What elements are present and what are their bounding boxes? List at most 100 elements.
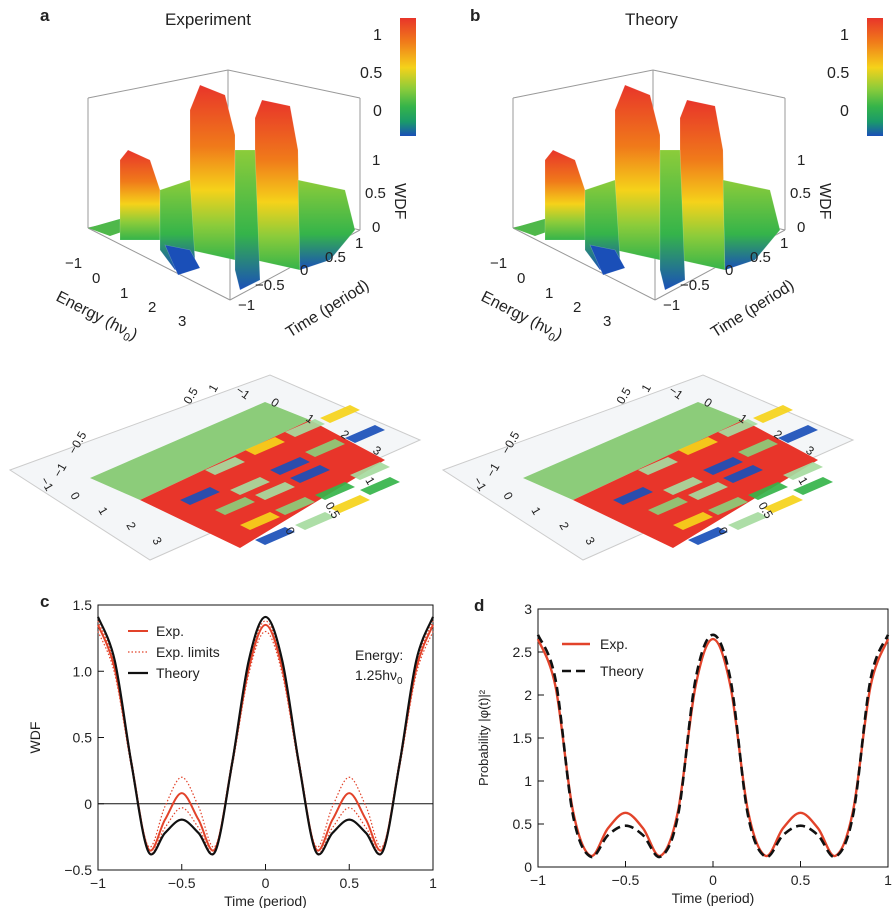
heatmap-cell bbox=[703, 457, 743, 475]
colorbar-a-tick-0: 0 bbox=[373, 103, 382, 120]
surface-ridge bbox=[722, 179, 781, 271]
x-tick-label: 0.5 bbox=[791, 872, 811, 888]
x-tick-label: 0.5 bbox=[340, 875, 360, 891]
time-tick: −1 bbox=[238, 297, 255, 314]
heatmap-cell bbox=[245, 437, 285, 455]
surface-ridge bbox=[297, 179, 356, 271]
y-tick-label: 0.5 bbox=[73, 730, 93, 746]
heatmap-cell bbox=[688, 482, 728, 500]
plot-frame bbox=[537, 608, 889, 868]
heatmap-cell bbox=[728, 512, 768, 530]
heatmap-cell bbox=[275, 497, 315, 515]
colorbar-a-tick-05: 0.5 bbox=[360, 65, 382, 82]
heatmap-cell bbox=[688, 527, 728, 545]
energy-annotation-line2: 1.25hν0 bbox=[355, 667, 403, 687]
box-edge bbox=[87, 227, 231, 301]
colorbar-a bbox=[400, 18, 416, 136]
surface-ridge bbox=[234, 149, 261, 291]
wdf-tick: 0 bbox=[797, 219, 805, 236]
heatmap-cell bbox=[678, 437, 718, 455]
heatmap-cell bbox=[180, 487, 220, 505]
energy-tick: 1 bbox=[120, 285, 128, 302]
colorbars: 1 0.5 0 1 0.5 0 bbox=[360, 18, 883, 136]
y-tick-label: 1.5 bbox=[73, 597, 93, 613]
heatmap-cell bbox=[205, 457, 245, 475]
panel-b-label: b bbox=[470, 6, 481, 25]
legend-label: Exp. bbox=[156, 623, 184, 639]
energy-tick: 0 bbox=[92, 270, 100, 287]
heatmap-cell bbox=[330, 495, 370, 513]
colorbar-b-tick-05: 0.5 bbox=[827, 65, 849, 82]
surface-ridge bbox=[164, 244, 201, 276]
y-axis-label: Probability |φ(t)|² bbox=[476, 689, 491, 786]
heatmap-tick-bottom: −1 bbox=[470, 475, 489, 494]
colorbar-b-tick-1: 1 bbox=[840, 27, 849, 44]
heatmap-cell bbox=[783, 462, 823, 480]
panel-c-label: c bbox=[40, 592, 50, 611]
box-edge bbox=[512, 69, 654, 99]
box-edge bbox=[512, 227, 656, 301]
heatmap-cell bbox=[718, 419, 758, 437]
series-line-exp-limits-upper bbox=[97, 620, 434, 848]
x-tick-label: 0 bbox=[709, 872, 717, 888]
energy-tick: 2 bbox=[573, 299, 581, 316]
surface-ridge bbox=[119, 149, 161, 241]
surface-ridge bbox=[659, 149, 686, 291]
plot-frame bbox=[97, 604, 434, 871]
x-tick-label: −0.5 bbox=[612, 872, 640, 888]
wdf-tick: 0.5 bbox=[790, 185, 811, 202]
y-tick-label: 3 bbox=[524, 601, 532, 617]
energy-annotation-line1: Energy: bbox=[355, 647, 403, 663]
x-tick-label: −1 bbox=[90, 875, 106, 891]
heatmap-green-zone bbox=[523, 402, 743, 500]
heatmap-cell bbox=[295, 512, 335, 530]
energy-tick: 2 bbox=[148, 299, 156, 316]
colorbar-b bbox=[867, 18, 883, 136]
heatmap-cell bbox=[648, 497, 688, 515]
y-tick-label: 1.5 bbox=[513, 730, 533, 746]
heatmap-cell bbox=[255, 482, 295, 500]
x-axis-label: Time (period) bbox=[672, 890, 755, 906]
time-tick: −1 bbox=[663, 297, 680, 314]
box-edge bbox=[87, 69, 229, 99]
colorbar-b-tick-0: 0 bbox=[840, 103, 849, 120]
heatmap-cell bbox=[320, 405, 360, 423]
time-tick: 0.5 bbox=[750, 249, 771, 266]
heatmap-cell bbox=[255, 527, 295, 545]
heatmap-cell bbox=[763, 495, 803, 513]
heatmap-cell bbox=[270, 457, 310, 475]
series-line-theory bbox=[96, 615, 435, 856]
wdf-tick: 1 bbox=[797, 152, 805, 169]
heatmap-cell bbox=[663, 477, 703, 495]
y-tick-label: 2.5 bbox=[513, 644, 533, 660]
heatmap-cell bbox=[345, 425, 385, 443]
series-line-theory bbox=[536, 633, 890, 859]
series-line-exp- bbox=[536, 637, 890, 858]
heatmap-cell bbox=[723, 465, 763, 483]
box-edge bbox=[227, 69, 361, 99]
heatmap-cell bbox=[315, 482, 355, 500]
wdf-axis-label: WDF bbox=[816, 183, 833, 220]
heatmap-tick-left: 1 bbox=[205, 381, 221, 394]
heatmap-tick-bottom: −1 bbox=[37, 475, 56, 494]
y-axis-label: WDF bbox=[27, 722, 43, 754]
heatmap-cell bbox=[708, 497, 748, 515]
panel-a-label: a bbox=[40, 6, 50, 25]
time-tick: −0.5 bbox=[255, 277, 285, 294]
x-tick-label: −0.5 bbox=[168, 875, 196, 891]
colorbar-a-tick-1: 1 bbox=[373, 27, 382, 44]
energy-tick: 3 bbox=[603, 313, 611, 330]
legend-label: Theory bbox=[156, 665, 200, 681]
legend-label: Exp. limits bbox=[156, 644, 220, 660]
y-tick-label: 2 bbox=[524, 687, 532, 703]
time-tick: 1 bbox=[355, 235, 363, 252]
panel-b-title: Theory bbox=[625, 10, 678, 29]
time-tick: 0 bbox=[300, 262, 308, 279]
series-line-exp-limits-lower bbox=[97, 630, 434, 855]
x-tick-label: 1 bbox=[884, 872, 892, 888]
heatmap-cell bbox=[360, 477, 400, 495]
energy-tick: 1 bbox=[545, 285, 553, 302]
